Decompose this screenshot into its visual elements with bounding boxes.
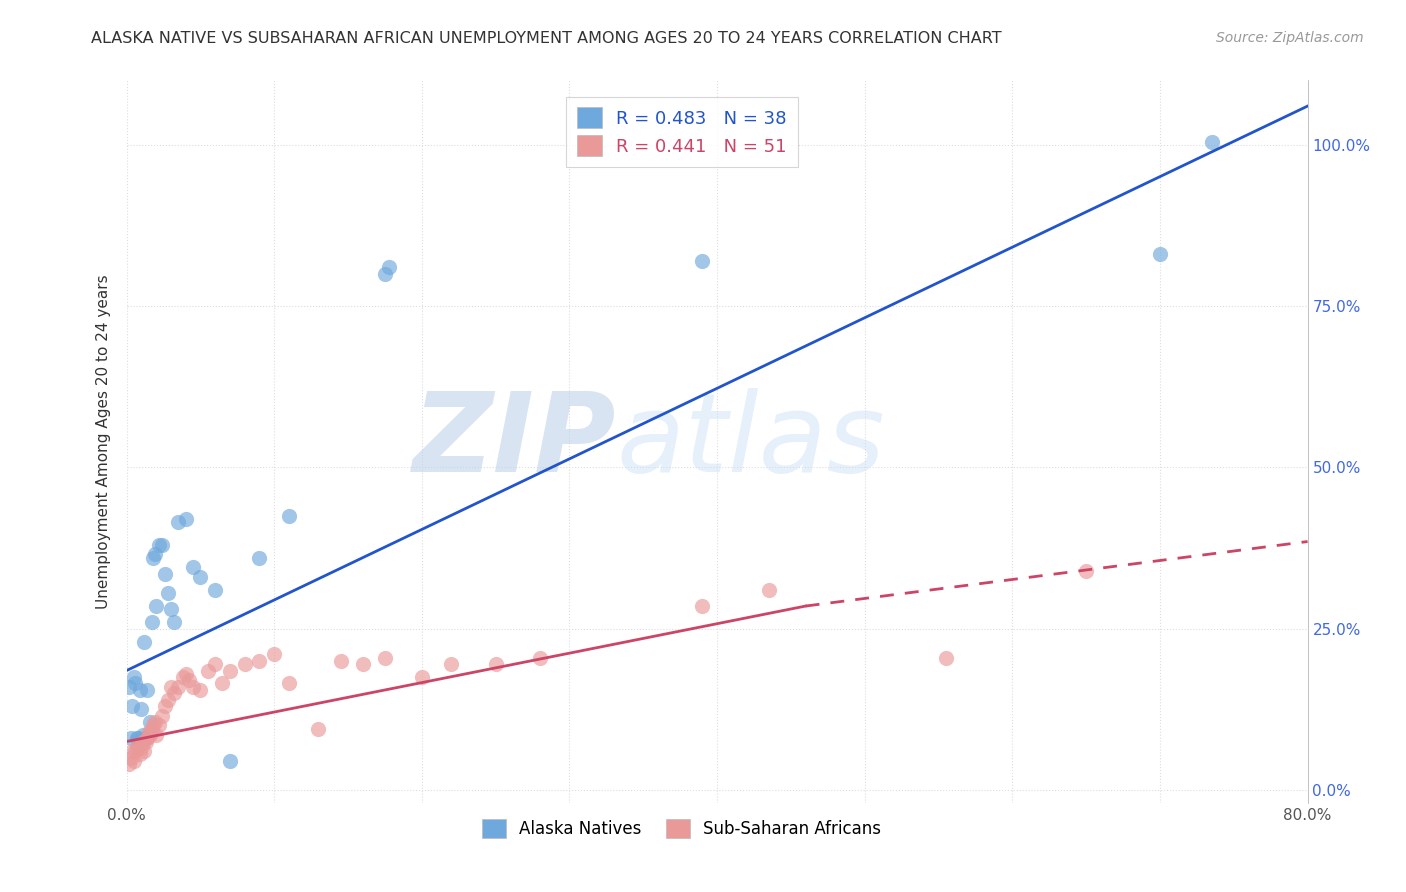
Point [204, 582, 226, 597]
Text: ALASKA NATIVE VS SUBSAHARAN AFRICAN UNEMPLOYMENT AMONG AGES 20 TO 24 YEARS CORRE: ALASKA NATIVE VS SUBSAHARAN AFRICAN UNEM… [91, 31, 1002, 46]
Point [233, 657, 256, 672]
Point [692, 599, 714, 613]
Point [148, 718, 170, 732]
Point [135, 734, 157, 748]
Point [188, 682, 212, 697]
Point [135, 731, 157, 746]
Text: Source: ZipAtlas.com: Source: ZipAtlas.com [1216, 31, 1364, 45]
Point [249, 550, 271, 565]
Point [143, 715, 166, 730]
Point [278, 508, 301, 523]
Text: ZIP: ZIP [413, 388, 617, 495]
Point [160, 680, 183, 694]
Point [125, 741, 148, 756]
Point [150, 708, 173, 723]
Point [167, 515, 190, 529]
Point [145, 728, 167, 742]
Point [132, 734, 155, 748]
Point [263, 648, 285, 662]
Point [177, 673, 200, 688]
Point [124, 744, 146, 758]
Point [181, 680, 204, 694]
Point [1149, 247, 1171, 261]
Point [118, 757, 141, 772]
Point [352, 657, 374, 672]
Point [148, 538, 170, 552]
Point [174, 666, 197, 681]
Point [138, 724, 160, 739]
Point [278, 676, 301, 690]
Point [129, 702, 153, 716]
Point [120, 750, 142, 764]
Point [167, 680, 190, 694]
Point [211, 676, 233, 690]
Point [160, 602, 183, 616]
Point [142, 718, 165, 732]
Point [329, 654, 352, 668]
Point [143, 548, 166, 562]
Point [134, 634, 156, 648]
Point [197, 664, 219, 678]
Point [122, 670, 145, 684]
Point [153, 699, 176, 714]
Point [136, 731, 159, 746]
Point [411, 670, 433, 684]
Point [138, 728, 160, 742]
Point [139, 715, 162, 730]
Point [128, 682, 150, 697]
Point [163, 615, 186, 630]
Point [378, 260, 401, 275]
Point [440, 657, 463, 672]
Point [129, 741, 153, 756]
Point [128, 747, 150, 762]
Point [118, 680, 141, 694]
Point [374, 650, 396, 665]
Point [127, 738, 149, 752]
Point [188, 570, 212, 584]
Legend: Alaska Natives, Sub-Saharan Africans: Alaska Natives, Sub-Saharan Africans [475, 813, 887, 845]
Point [219, 664, 242, 678]
Point [136, 682, 159, 697]
Point [142, 550, 165, 565]
Point [249, 654, 271, 668]
Point [153, 566, 176, 581]
Point [150, 538, 173, 552]
Point [156, 692, 179, 706]
Y-axis label: Unemployment Among Ages 20 to 24 years: Unemployment Among Ages 20 to 24 years [96, 274, 111, 609]
Point [172, 670, 194, 684]
Point [758, 582, 780, 597]
Point [935, 650, 957, 665]
Point [374, 267, 396, 281]
Point [141, 615, 163, 630]
Point [127, 731, 149, 746]
Point [122, 754, 145, 768]
Point [692, 254, 714, 268]
Point [529, 650, 551, 665]
Point [174, 512, 197, 526]
Point [484, 657, 508, 672]
Point [139, 728, 162, 742]
Point [134, 744, 156, 758]
Point [125, 731, 148, 746]
Point [120, 731, 142, 746]
Point [1201, 135, 1223, 149]
Point [132, 728, 155, 742]
Point [141, 722, 163, 736]
Point [1076, 564, 1098, 578]
Point [219, 754, 242, 768]
Point [204, 657, 226, 672]
Point [156, 586, 179, 600]
Point [145, 599, 167, 613]
Point [121, 744, 143, 758]
Point [181, 560, 204, 574]
Point [308, 722, 330, 736]
Point [163, 686, 186, 700]
Point [124, 676, 146, 690]
Point [121, 699, 143, 714]
Text: atlas: atlas [617, 388, 886, 495]
